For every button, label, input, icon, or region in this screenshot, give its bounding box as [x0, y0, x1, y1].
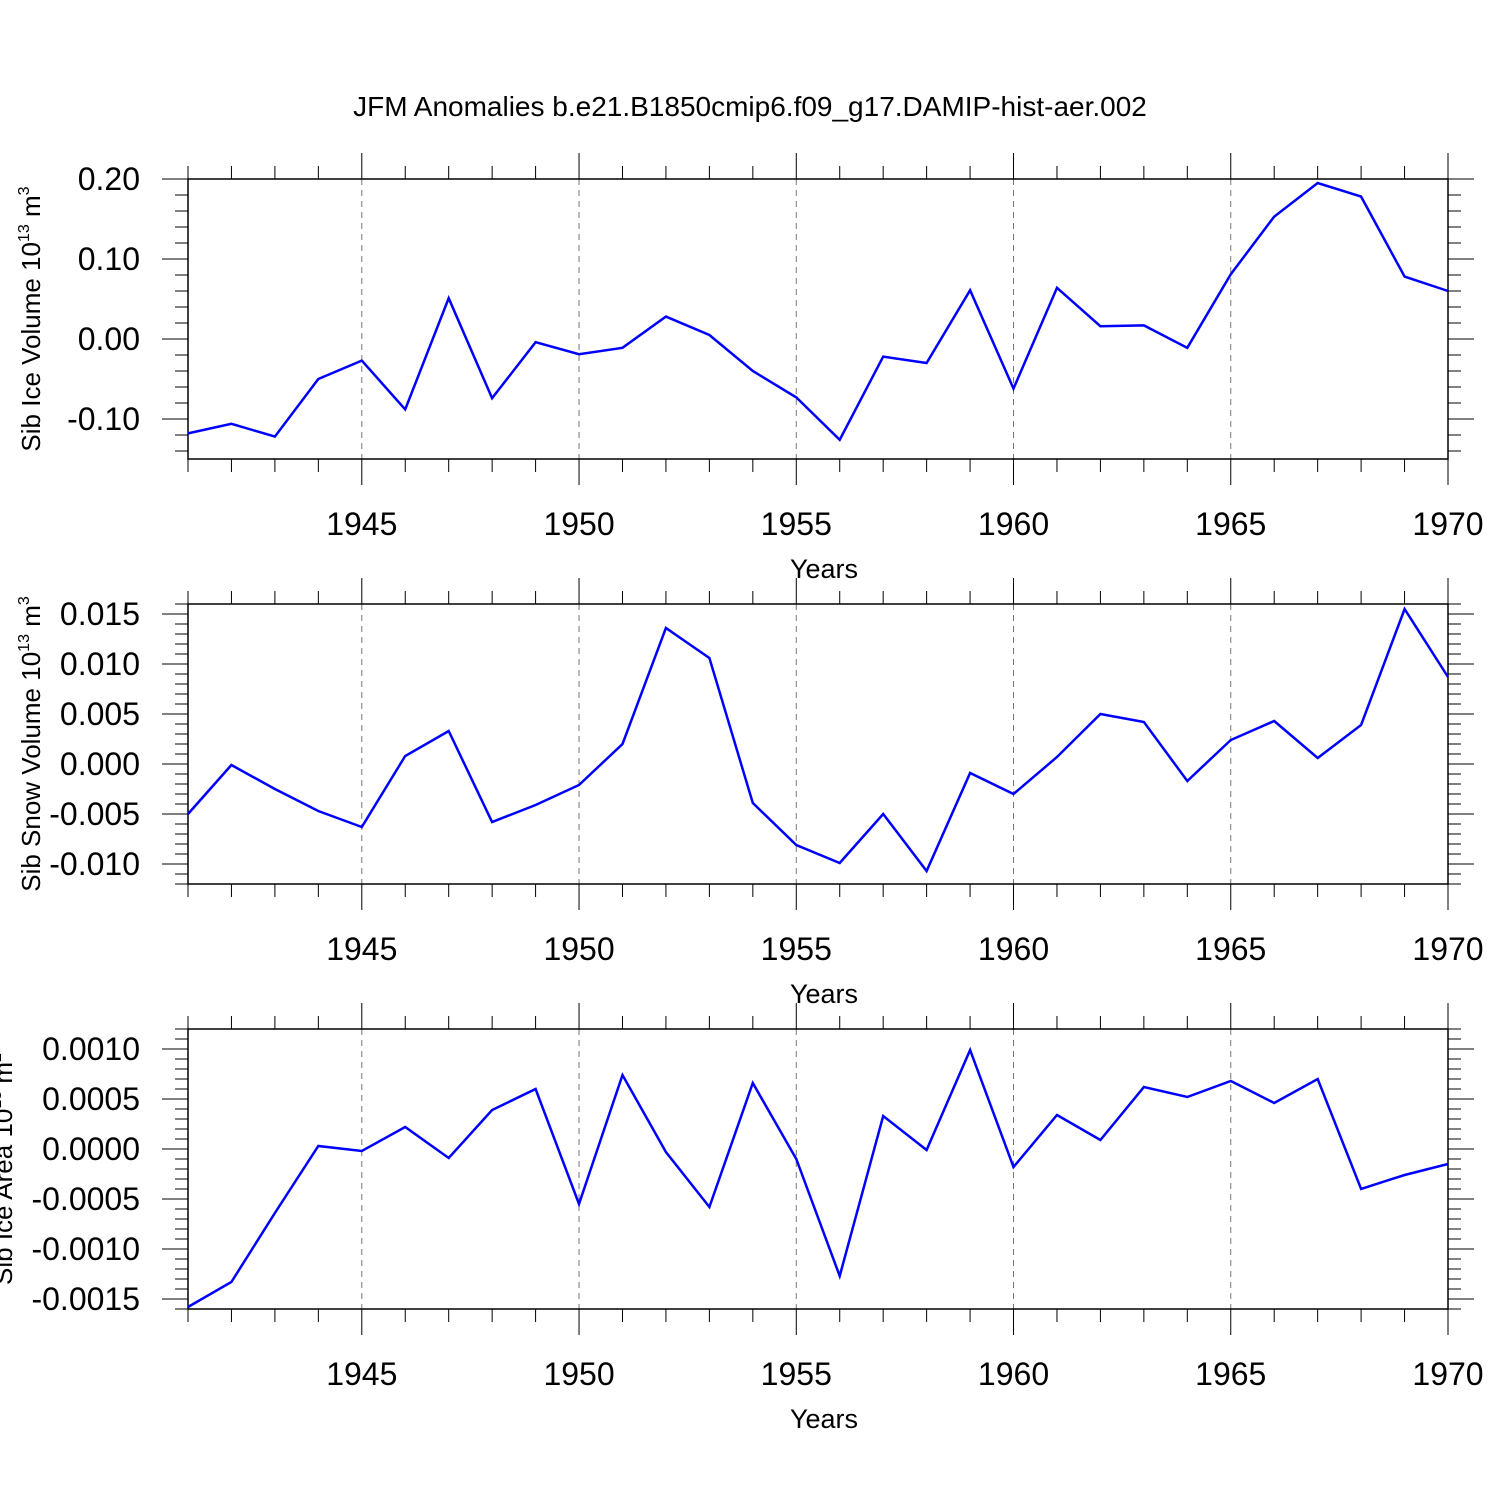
y-tick-label: 0.20: [78, 161, 140, 197]
x-tick-label: 1945: [326, 931, 397, 967]
y-axis-label: Sib Snow Volume 1013 m3: [16, 596, 46, 892]
x-axis-label: Years: [790, 1404, 858, 1434]
x-tick-label: 1970: [1412, 1356, 1483, 1392]
panel-sib-snow-volume: 0.015 0.010 0.005 0.000 -0.005 -0.010 1945 1950…: [16, 578, 1484, 1009]
y-tick-label: 0.000: [60, 746, 140, 782]
plot-frame: [187, 603, 1449, 885]
y-tick-label: 0.0005: [42, 1081, 140, 1117]
x-tick-label: 1960: [978, 506, 1049, 542]
series-line: [187, 181, 1449, 442]
series-line: [187, 606, 1450, 874]
y-tick-label: -0.005: [49, 796, 140, 832]
x-tick-label: 1955: [761, 1356, 832, 1392]
y-tick-label: -0.0005: [31, 1181, 140, 1217]
x-tick-label: 1950: [543, 506, 614, 542]
y-tick-label: -0.0015: [31, 1281, 140, 1317]
y-tick-label: 0.0010: [42, 1031, 140, 1067]
x-tick-label: 1955: [761, 506, 832, 542]
x-tick-label: 1945: [326, 1356, 397, 1392]
y-tick-label: -0.010: [49, 846, 140, 882]
y-tick-label: 0.005: [60, 696, 140, 732]
y-axis-label: Sib Ice Area 1013 m2: [0, 1053, 18, 1285]
x-axis-label: Years: [790, 979, 858, 1009]
x-tick-label: 1965: [1195, 506, 1266, 542]
x-tick-label: 1960: [978, 931, 1049, 967]
x-tick-label: 1970: [1412, 931, 1483, 967]
y-tick-label: -0.10: [67, 401, 140, 437]
y-tick-label: 0.0000: [42, 1131, 140, 1167]
x-axis-label: Years: [790, 554, 858, 584]
y-tick-label: 0.10: [78, 241, 140, 277]
y-tick-label: 0.010: [60, 646, 140, 682]
x-tick-label: 1955: [761, 931, 832, 967]
x-tick-label: 1945: [326, 506, 397, 542]
x-tick-label: 1950: [543, 1356, 614, 1392]
y-tick-label: 0.015: [60, 596, 140, 632]
y-tick-label: -0.0010: [31, 1231, 140, 1267]
x-tick-label: 1965: [1195, 1356, 1266, 1392]
y-axis-label: Sib Ice Volume 1013 m3: [16, 186, 46, 451]
panel-sib-ice-volume: 0.20 0.10 0.00 -0.10 1945 1950 1955 1960 1965 197…: [16, 153, 1484, 584]
chart-title: JFM Anomalies b.e21.B1850cmip6.f09_g17.D…: [353, 91, 1147, 122]
x-tick-label: 1950: [543, 931, 614, 967]
y-tick-label: 0.00: [78, 321, 140, 357]
x-tick-label: 1970: [1412, 506, 1483, 542]
plot-frame: [187, 1028, 1449, 1310]
series-line: [187, 1046, 1449, 1309]
x-tick-label: 1965: [1195, 931, 1266, 967]
plot-frame: [187, 178, 1449, 460]
panel-sib-ice-area: 0.0010 0.0005 0.0000 -0.0005 -0.0010 -0.0015 1…: [0, 1003, 1484, 1434]
x-tick-label: 1960: [978, 1356, 1049, 1392]
